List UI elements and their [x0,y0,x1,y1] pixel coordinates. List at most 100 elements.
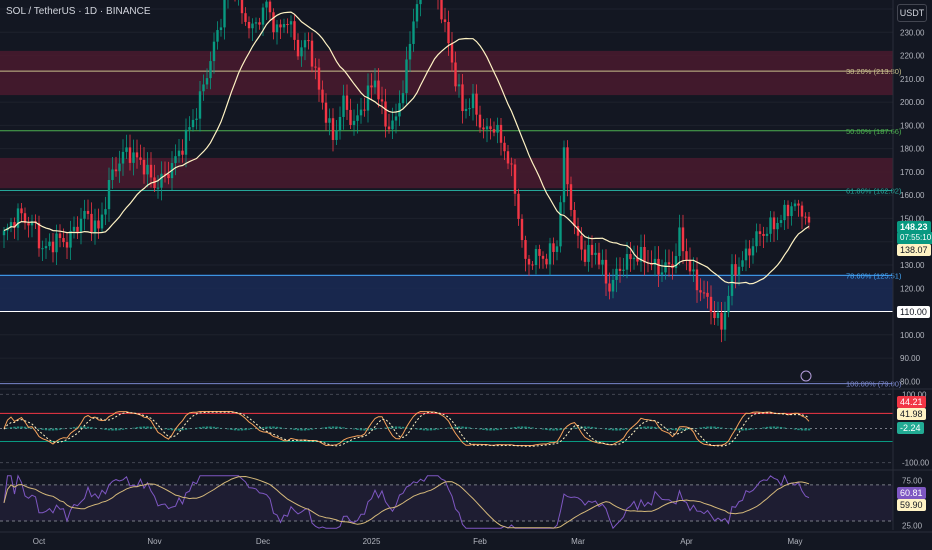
candle-body [758,231,762,234]
candle-body [16,208,20,228]
level-label: 78.60% (125.51) [846,271,902,280]
alert-icon[interactable] [800,370,812,382]
candle-body [2,230,6,236]
candle-body [205,78,209,85]
candle-body [566,147,569,185]
candle-body [590,244,594,255]
candle-body [107,179,111,210]
candle-body [611,279,615,292]
candle-body [706,292,709,297]
symbol-title: SOL / TetherUS · 1D · BINANCE [6,6,151,17]
candle-body [258,22,261,25]
candle-body [604,259,608,284]
candle-body [100,214,104,229]
candle-body [720,312,723,330]
price-tick-label: 160.00 [900,191,925,200]
candle-body [79,218,83,232]
candle-body [419,0,422,5]
candle-body [268,1,272,13]
candle-body [513,164,517,194]
price-tick-label: 130.00 [900,261,925,270]
rsi-line [3,474,810,530]
candle-body [608,283,611,292]
candle-body [573,209,576,227]
candle-body [352,120,356,125]
price-tick-label: 200.00 [900,98,925,107]
currency-button[interactable]: USDT [897,4,927,22]
rsi-band [0,484,893,521]
candle-body [44,246,48,249]
candle-body [377,80,380,100]
candle-body [475,93,478,115]
candle-body [769,217,772,234]
countdown-label: 07:55:10 [897,232,932,244]
candle-body [520,218,524,241]
candle-body [807,216,811,223]
candle-body [177,150,181,157]
time-tick-label: May [787,537,802,546]
candle-body [755,231,758,247]
candles [2,0,811,343]
candle-body [727,295,730,313]
candle-body [163,173,167,175]
osc-line-b [3,411,810,447]
candle-body [793,203,797,207]
candle-body [664,262,667,273]
time-tick-label: Dec [256,537,270,546]
candle-body [485,126,489,130]
candle-body [307,40,310,42]
time-tick-label: Feb [473,537,487,546]
candle-body [597,252,601,265]
candle-body [13,222,16,228]
candle-body [293,21,296,40]
candle-body [9,222,13,228]
candle-body [503,142,506,152]
osc-tick-label: -100.00 [902,459,930,468]
candle-body [622,269,625,271]
candle-body [324,102,328,123]
time-axis: Oct Nov Dec 2025 Feb Mar Apr May [0,531,932,546]
moving-average-line [3,11,810,285]
candle-body [111,169,114,180]
candle-body [72,226,76,231]
candle-body [209,61,212,79]
candle-body [440,0,443,20]
rsi-tick-label: 75.00 [902,476,923,485]
candle-body [800,205,804,217]
candle-body [674,256,678,269]
candle-body [734,264,737,276]
candle-body [492,129,496,133]
candle-body [391,120,394,130]
candle-body [289,21,293,25]
candle-body [90,213,93,233]
ma-price-label: 138.07 [897,244,931,256]
candle-body [562,147,566,203]
candle-body [629,254,632,260]
candle-body [716,312,720,319]
time-tick-label: Oct [33,537,46,546]
candle-body [524,240,527,259]
candle-body [198,91,202,119]
rsi-ma-line [3,475,810,529]
candle-body [212,41,216,62]
candle-body [394,116,398,121]
candle-body [55,233,58,253]
candle-body [335,130,338,140]
candle-body [156,187,160,189]
osc-tick-label: 100.00 [902,390,927,399]
candle-body [499,124,503,143]
candle-body [510,163,513,165]
candle-body [685,251,688,260]
candle-body [468,108,471,110]
candle-body [373,80,377,88]
candle-body [772,217,776,230]
candle-body [583,249,587,262]
candle-body [538,249,541,256]
candle-body [62,237,65,243]
candle-body [692,269,695,272]
candle-body [489,126,492,130]
osc-b-label: 41.98 [897,408,926,420]
level-label: 100.00% (79.00) [846,380,902,389]
candle-body [160,173,163,188]
